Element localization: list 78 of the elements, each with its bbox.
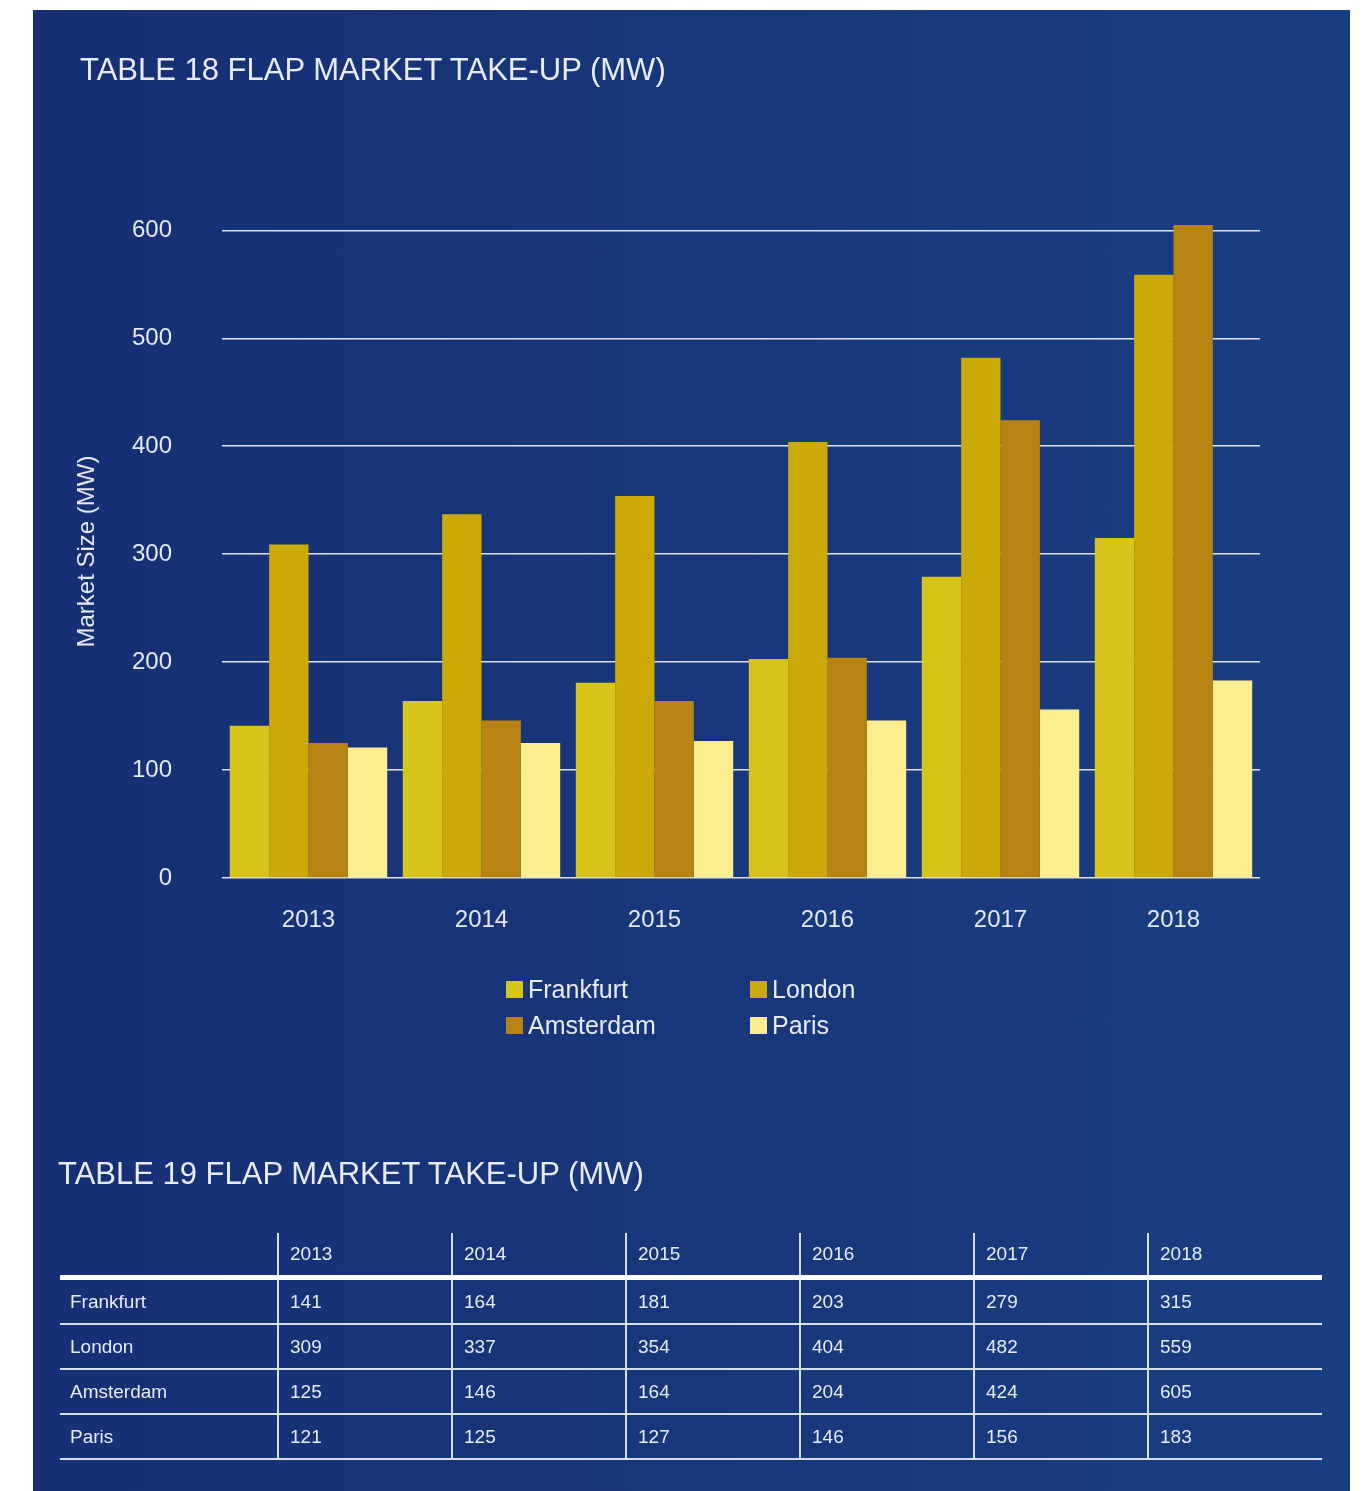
- bar: [961, 357, 1001, 878]
- data-label: 605: [1148, 1369, 1322, 1414]
- caption: TABLE 19 FLAP MARKET TAKE-UP (MW): [58, 1155, 644, 1193]
- data-label: 354: [626, 1324, 800, 1369]
- y-tick-label: 600: [131, 215, 172, 243]
- bar: [1039, 709, 1080, 878]
- bar: [866, 720, 907, 878]
- data-label: 559: [1148, 1324, 1322, 1369]
- y-axis-title: Market Size (MW): [72, 455, 100, 648]
- bar: [308, 743, 348, 878]
- data-label: 156: [974, 1414, 1148, 1459]
- data-label: 424: [974, 1369, 1148, 1414]
- data-label: 203: [800, 1277, 974, 1324]
- bar: [1173, 225, 1213, 878]
- text: Amsterdam: [70, 1380, 168, 1402]
- data-label: 204: [800, 1369, 974, 1414]
- data-label: 121: [278, 1414, 452, 1459]
- x-tick-label: 2018: [1146, 905, 1201, 933]
- data-label: 164: [626, 1369, 800, 1414]
- bar: [1094, 538, 1135, 878]
- legend-label: Amsterdam: [528, 1011, 656, 1039]
- category-label: 2017: [986, 1243, 1029, 1264]
- legend-label: Paris: [772, 1011, 829, 1039]
- bar: [481, 720, 521, 878]
- bar: [347, 747, 388, 878]
- data-label: 309: [278, 1324, 452, 1369]
- bar: [827, 657, 867, 878]
- bar: [520, 743, 561, 878]
- category-label: 2018: [1160, 1243, 1203, 1264]
- data-label: 125: [278, 1369, 452, 1414]
- y-tick-label: 300: [131, 538, 172, 566]
- bar: [1212, 680, 1253, 878]
- bar: [1000, 420, 1040, 878]
- bar: [615, 495, 655, 878]
- chart-title: TABLE 18 FLAP MARKET TAKE-UP (MW): [80, 51, 666, 89]
- bar: [748, 658, 789, 878]
- bar: [788, 441, 828, 878]
- legend-label: London: [772, 975, 856, 1003]
- category-label: 2016: [812, 1243, 855, 1264]
- bar: [402, 700, 443, 878]
- data-label: 181: [626, 1277, 800, 1324]
- category-label: 2015: [638, 1243, 681, 1264]
- data-label: 482: [974, 1324, 1148, 1369]
- bar: [229, 725, 270, 878]
- x-tick-label: 2015: [627, 905, 682, 933]
- x-tick-label: 2016: [800, 905, 855, 933]
- data-label: 146: [800, 1414, 974, 1459]
- x-tick-label: 2013: [281, 905, 336, 933]
- bar: [921, 576, 962, 878]
- bar: [575, 682, 616, 878]
- x-tick-label: 2014: [454, 905, 509, 933]
- bar: [442, 514, 482, 878]
- data-label: 183: [1148, 1414, 1322, 1459]
- data-label: 279: [974, 1277, 1148, 1324]
- category-label: 2013: [290, 1243, 333, 1264]
- y-tick-label: 100: [131, 754, 172, 782]
- data-label: 127: [626, 1414, 800, 1459]
- bar: [1134, 274, 1174, 878]
- data-label: 164: [452, 1277, 626, 1324]
- x-tick-label: 2017: [973, 905, 1028, 933]
- data-label: 404: [800, 1324, 974, 1369]
- bar: [269, 544, 309, 878]
- y-tick-label: 400: [131, 430, 172, 458]
- legend-label: Frankfurt: [528, 975, 629, 1003]
- text: Frankfurt: [70, 1290, 147, 1312]
- data-label: 125: [452, 1414, 626, 1459]
- bar: [654, 700, 694, 878]
- bar: [693, 740, 734, 878]
- data-label: 315: [1148, 1277, 1322, 1324]
- data-label: 146: [452, 1369, 626, 1414]
- y-tick-label: 200: [131, 646, 172, 674]
- text: London: [70, 1335, 134, 1357]
- y-tick-label: 0: [158, 862, 172, 890]
- data-label: 141: [278, 1277, 452, 1324]
- y-tick-label: 500: [131, 322, 172, 350]
- data-label: 337: [452, 1324, 626, 1369]
- category-label: 2014: [464, 1243, 507, 1264]
- text: Paris: [70, 1425, 114, 1447]
